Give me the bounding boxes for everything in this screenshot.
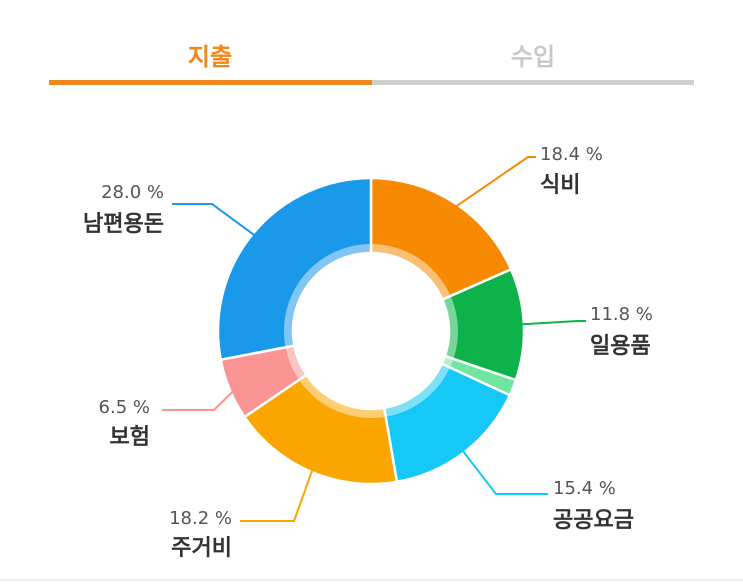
slice-category-label: 식비 (540, 173, 580, 198)
slice-percent-label: 11.8 % (590, 304, 653, 325)
leader-line-5 (162, 385, 240, 411)
leader-line-3 (457, 443, 548, 495)
tab-bar: 지출 수입 (49, 30, 694, 86)
slice-category-label: 보험 (110, 424, 150, 450)
slice-inner-band-1 (442, 295, 458, 359)
slice-percent-label: 28.0 % (101, 182, 164, 203)
tab-expense[interactable]: 지출 (187, 42, 233, 71)
slice-category-label: 주거비 (171, 536, 232, 561)
slice-inner-band-6 (284, 244, 371, 348)
slice-6[interactable] (216, 176, 373, 362)
slices (216, 176, 526, 486)
slice-percent-label: 18.4 % (540, 144, 603, 165)
inner-ring (284, 244, 458, 418)
leader-line-1 (513, 320, 586, 326)
slice-percent-label: 15.4 % (553, 478, 616, 499)
slice-percent-label: 6.5 % (99, 397, 150, 418)
leader-line-6 (172, 203, 262, 241)
slice-inner-band-3 (384, 363, 450, 417)
slice-category-label: 남편용돈 (83, 212, 164, 237)
slice-labels: 18.4 % 식비 11.8 % 일용품 15.4 % 공공요금 18.2 % 주거비 6.5 … (83, 144, 653, 561)
leader-line-0 (448, 156, 536, 213)
tab-income-underline (372, 80, 694, 85)
bottom-divider (0, 579, 743, 581)
slice-inner-band-5 (285, 345, 307, 380)
slice-inner-band-0 (371, 244, 451, 300)
slice-inner-band-4 (299, 374, 386, 418)
slice-0[interactable] (369, 176, 513, 302)
leader-lines (162, 156, 586, 522)
leader-line-4 (240, 462, 316, 522)
tab-expense-underline (49, 80, 372, 85)
slice-category-label: 일용품 (590, 334, 651, 359)
slice-category-label: 공공요금 (553, 508, 634, 533)
slice-percent-label: 18.2 % (169, 508, 232, 529)
tab-income[interactable]: 수입 (510, 42, 556, 71)
slice-inner-band-2 (441, 356, 454, 368)
